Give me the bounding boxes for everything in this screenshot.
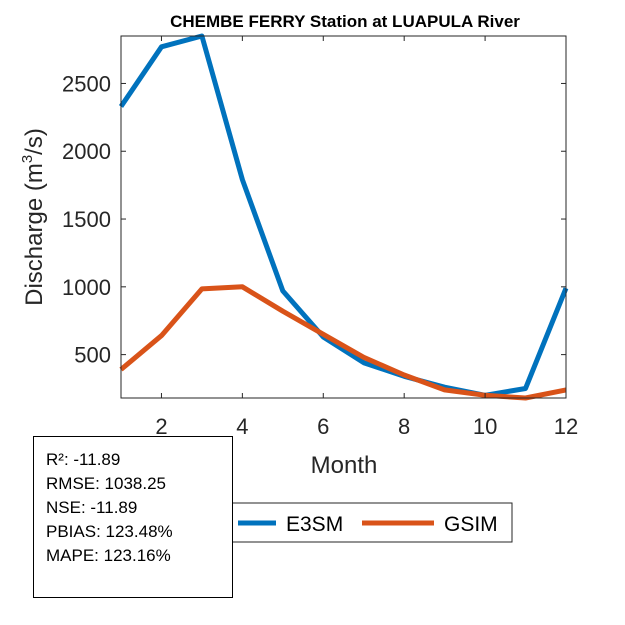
y-axis-label: Discharge (m3/s): [19, 128, 48, 306]
y-tick-label: 2000: [62, 139, 111, 164]
x-tick-label: 8: [398, 414, 410, 439]
legend-label-e3sm: E3SM: [286, 513, 343, 536]
stats-box: R²: -11.89 RMSE: 1038.25 NSE: -11.89 PBI…: [33, 436, 233, 598]
stat-rmse: RMSE: 1038.25: [46, 474, 167, 493]
stat-mape: MAPE: 123.16%: [46, 546, 171, 565]
y-tick-label: 1000: [62, 275, 111, 300]
y-axis-label-sup: 3: [19, 155, 36, 163]
x-tick-label: 12: [554, 414, 578, 439]
y-axis-label-main: Discharge (m: [21, 163, 48, 306]
series-line-gsim: [119, 284, 567, 401]
axes-layer: [120, 35, 567, 399]
legend-label-gsim: GSIM: [444, 513, 498, 536]
stat-pbias: PBIAS: 123.48%: [46, 522, 173, 541]
legend: E3SM GSIM: [228, 502, 513, 543]
axes-frame: [120, 35, 567, 399]
x-axis-label: Month: [311, 452, 378, 479]
x-tick-label: 10: [473, 414, 497, 439]
x-tick-label: 6: [317, 414, 329, 439]
tick-layer: 2 4 6 8 10 12 500 1000 1500 2000 2500: [62, 36, 578, 439]
plot-area: [121, 36, 566, 398]
y-axis-label-tail: /s): [21, 128, 48, 155]
y-tick-label: 500: [74, 343, 111, 368]
y-tick-label: 2500: [62, 71, 111, 96]
x-tick-label: 4: [236, 414, 248, 439]
stat-r2: R²: -11.89: [46, 450, 121, 469]
series-layer: [118, 33, 569, 401]
y-tick-label: 1500: [62, 207, 111, 232]
stat-nse: NSE: -11.89: [46, 498, 138, 517]
chart-title: CHEMBE FERRY Station at LUAPULA River: [170, 12, 520, 31]
x-tick-label: 2: [155, 414, 167, 439]
